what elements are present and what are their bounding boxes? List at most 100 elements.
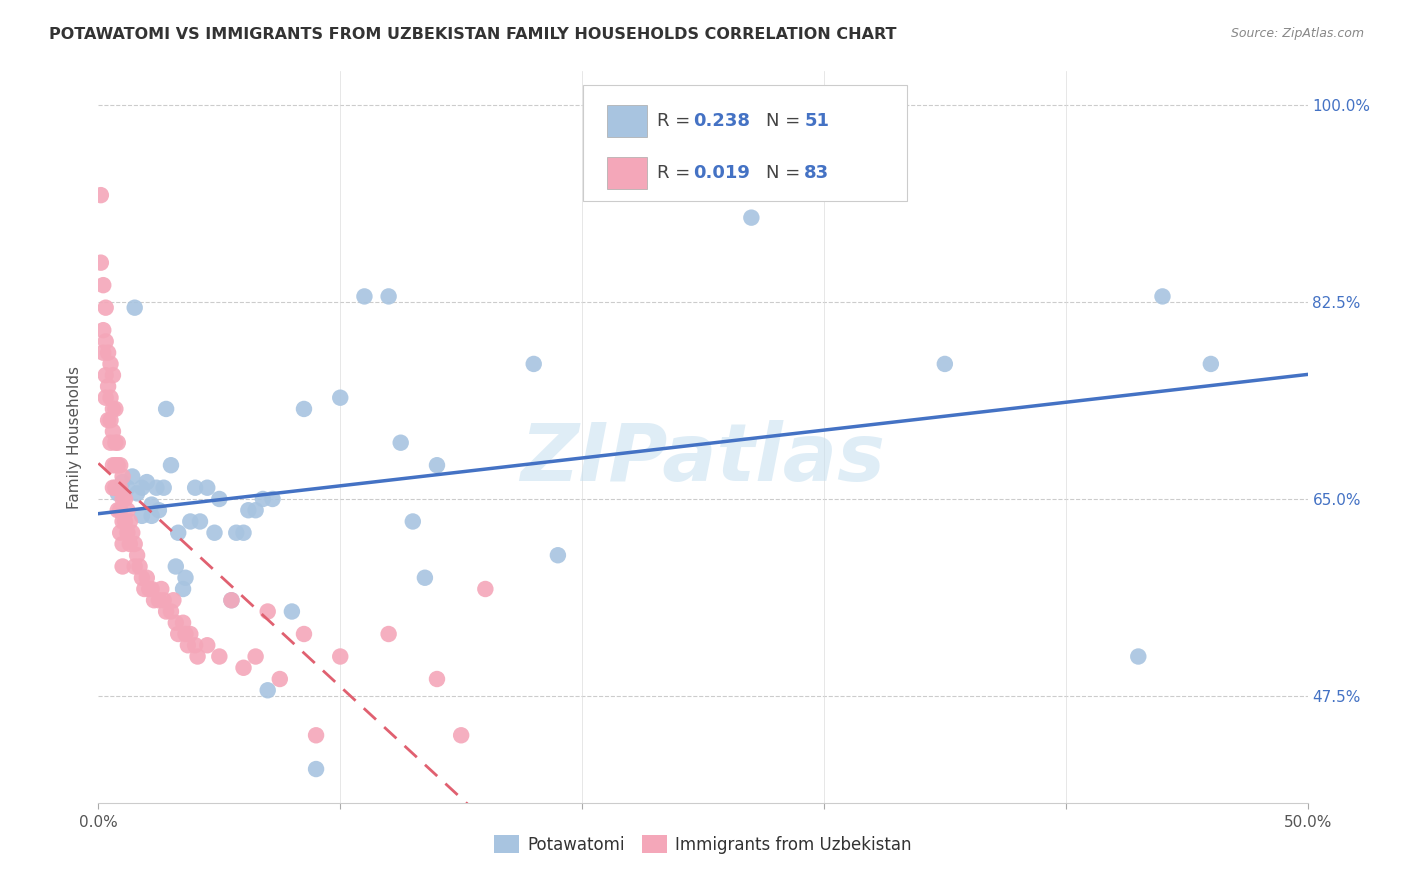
Point <box>172 582 194 596</box>
Point <box>292 401 315 416</box>
Point <box>135 475 157 489</box>
Point <box>238 503 260 517</box>
Point <box>108 458 131 473</box>
Text: POTAWATOMI VS IMMIGRANTS FROM UZBEKISTAN FAMILY HOUSEHOLDS CORRELATION CHART: POTAWATOMI VS IMMIGRANTS FROM UZBEKISTAN… <box>49 27 897 42</box>
Point <box>184 638 207 652</box>
Point <box>179 627 201 641</box>
Point <box>1128 649 1150 664</box>
Point <box>155 401 177 416</box>
Point <box>124 301 146 315</box>
Text: N =: N = <box>766 164 806 182</box>
Point <box>187 649 209 664</box>
Point <box>91 278 114 293</box>
Point <box>94 301 117 315</box>
Point <box>167 627 190 641</box>
Point <box>174 571 197 585</box>
Point <box>165 615 187 630</box>
Point <box>377 627 399 641</box>
Text: R =: R = <box>657 164 696 182</box>
Point <box>188 515 211 529</box>
Point <box>329 391 352 405</box>
Point <box>256 683 278 698</box>
Point <box>547 548 569 562</box>
Point <box>221 593 243 607</box>
Point <box>104 481 127 495</box>
Point <box>195 481 218 495</box>
Point <box>145 481 167 495</box>
Point <box>523 357 546 371</box>
Point <box>111 475 134 489</box>
Point <box>90 188 112 202</box>
Point <box>232 525 254 540</box>
Point <box>124 559 146 574</box>
Point <box>184 481 207 495</box>
Point <box>100 357 122 371</box>
Point <box>118 537 141 551</box>
Point <box>94 391 117 405</box>
Point <box>160 458 183 473</box>
Point <box>148 593 170 607</box>
Point <box>121 469 143 483</box>
Point <box>152 593 174 607</box>
Point <box>117 503 139 517</box>
Y-axis label: Family Households: Family Households <box>67 366 83 508</box>
Point <box>128 559 150 574</box>
Point <box>104 435 127 450</box>
Point <box>143 593 166 607</box>
Point <box>292 627 315 641</box>
Point <box>124 537 146 551</box>
Point <box>402 515 425 529</box>
Point <box>108 525 131 540</box>
Point <box>107 486 129 500</box>
Text: Source: ZipAtlas.com: Source: ZipAtlas.com <box>1230 27 1364 40</box>
Point <box>97 413 120 427</box>
Point <box>225 525 247 540</box>
Point <box>94 334 117 349</box>
Point <box>131 508 153 523</box>
Point <box>281 605 304 619</box>
Point <box>97 379 120 393</box>
Point <box>160 605 183 619</box>
Point <box>111 559 134 574</box>
Point <box>245 503 267 517</box>
Point <box>1199 357 1222 371</box>
Point <box>101 481 124 495</box>
Point <box>204 525 226 540</box>
Text: 51: 51 <box>804 112 830 130</box>
Text: R =: R = <box>657 112 696 130</box>
Point <box>172 615 194 630</box>
Point <box>389 435 412 450</box>
Point <box>167 525 190 540</box>
Point <box>101 458 124 473</box>
Point <box>108 503 131 517</box>
Point <box>232 661 254 675</box>
Point <box>165 559 187 574</box>
Point <box>121 525 143 540</box>
Point <box>208 649 231 664</box>
Point <box>1152 289 1174 303</box>
Point <box>131 481 153 495</box>
Point <box>269 672 291 686</box>
Point <box>256 605 278 619</box>
Point <box>426 458 449 473</box>
Point <box>111 491 134 506</box>
Point <box>262 491 284 506</box>
Point <box>740 211 762 225</box>
Point <box>195 638 218 652</box>
Point <box>100 413 122 427</box>
Point <box>117 481 139 495</box>
Point <box>252 491 274 506</box>
Point <box>221 593 243 607</box>
Point <box>101 401 124 416</box>
Point <box>150 582 173 596</box>
Text: ZIPatlas: ZIPatlas <box>520 420 886 498</box>
Text: 0.019: 0.019 <box>693 164 749 182</box>
Legend: Potawatomi, Immigrants from Uzbekistan: Potawatomi, Immigrants from Uzbekistan <box>488 829 918 860</box>
Point <box>413 571 436 585</box>
Point <box>305 762 328 776</box>
Point <box>131 571 153 585</box>
Point <box>934 357 956 371</box>
Point <box>100 391 122 405</box>
Point <box>377 289 399 303</box>
Point <box>100 435 122 450</box>
